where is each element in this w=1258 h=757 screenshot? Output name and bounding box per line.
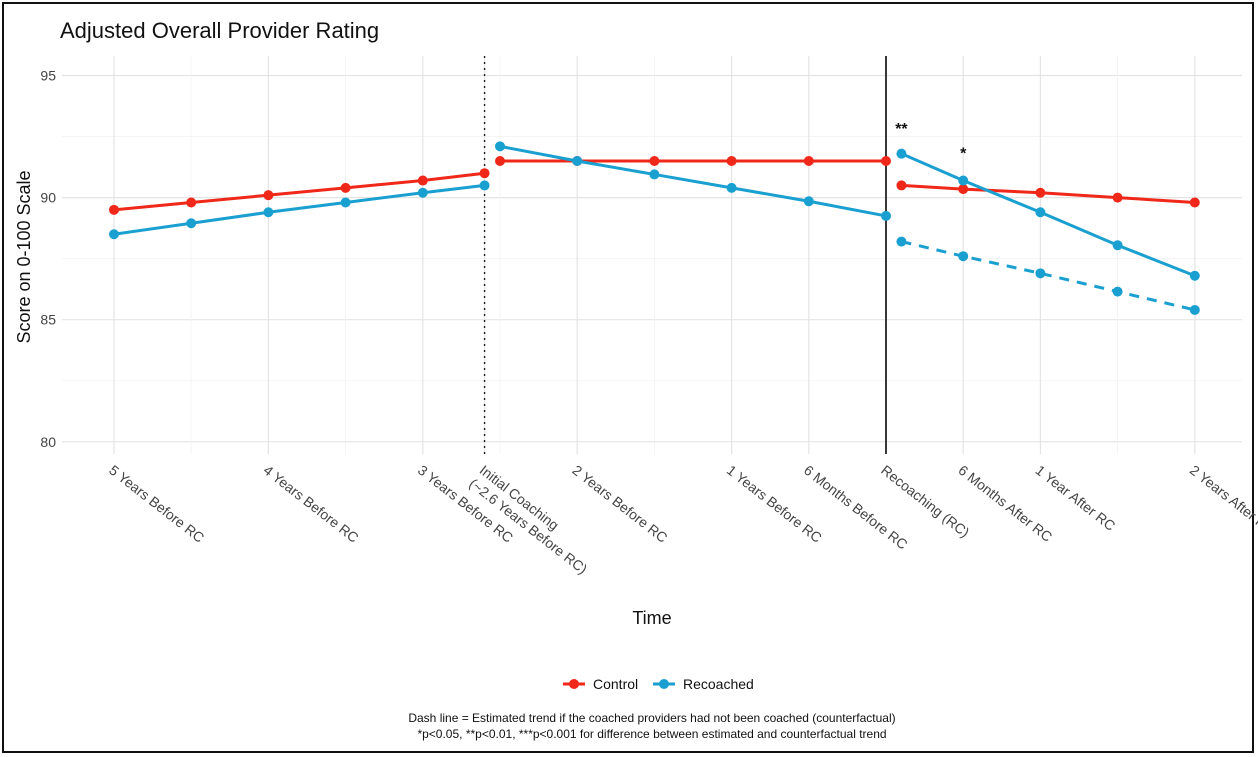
data-point <box>896 236 907 247</box>
data-point <box>186 197 197 208</box>
significance-annotations: *** <box>895 121 967 162</box>
x-tick-label: 2 Years Before RC <box>569 462 670 546</box>
data-point <box>803 196 814 207</box>
series-line <box>499 144 887 218</box>
data-point <box>1189 270 1200 281</box>
data-point <box>958 184 969 195</box>
series-control <box>109 155 1200 215</box>
data-point <box>881 155 891 166</box>
data-point <box>495 155 505 166</box>
note-line-1: Dash line = Estimated trend if the coach… <box>408 711 895 725</box>
data-point <box>263 190 274 201</box>
series-recoached <box>109 141 1200 281</box>
grid <box>62 56 1242 454</box>
data-point <box>649 169 660 180</box>
data-point <box>896 148 907 159</box>
data-point <box>896 180 907 191</box>
y-tick-label: 95 <box>40 68 56 84</box>
reference-lines <box>483 56 887 454</box>
legend-swatch-point <box>569 679 579 689</box>
data-point <box>958 251 969 262</box>
data-point <box>1035 268 1046 279</box>
data-point <box>340 182 351 193</box>
x-axis-ticks: 5 Years Before RC 4 Years Before RC 3 Year… <box>106 462 1258 577</box>
data-point <box>726 155 737 166</box>
legend-label: Control <box>593 676 638 692</box>
significance-marker: ** <box>895 121 908 138</box>
note-line-2: *p<0.05, **p<0.01, ***p<0.001 for differ… <box>417 727 886 741</box>
data-point <box>417 187 428 198</box>
data-point <box>649 155 660 166</box>
legend-label: Recoached <box>683 676 754 692</box>
data-point <box>340 197 351 208</box>
series <box>109 141 1200 315</box>
series-line <box>113 183 485 236</box>
plot-panel <box>62 56 1242 454</box>
data-point <box>479 180 490 191</box>
y-axis-title: Score on 0-100 Scale <box>14 170 34 343</box>
data-point <box>1112 192 1123 203</box>
y-tick-label: 85 <box>40 312 56 328</box>
data-point <box>263 207 274 218</box>
data-point <box>109 204 119 215</box>
data-point <box>1112 240 1123 251</box>
x-tick-label: 5 Years Before RC <box>106 462 207 546</box>
data-point <box>881 210 891 221</box>
chart-title: Adjusted Overall Provider Rating <box>60 18 379 43</box>
significance-marker: * <box>960 146 967 163</box>
data-point <box>417 175 428 186</box>
data-point <box>1189 197 1200 208</box>
x-tick-label: 4 Years Before RC <box>261 462 362 546</box>
legend-item-control: Control <box>563 676 638 692</box>
y-tick-label: 80 <box>40 434 56 450</box>
legend-swatch-point <box>659 679 669 689</box>
series-line <box>113 171 485 212</box>
data-point <box>479 168 490 179</box>
series-line <box>901 240 1196 312</box>
y-tick-label: 90 <box>40 190 56 206</box>
legend-item-recoached: Recoached <box>653 676 754 692</box>
series-recoached-counterfactual <box>896 236 1200 315</box>
x-tick-label: 2 Years After RC <box>1187 462 1258 538</box>
data-point <box>1035 187 1046 198</box>
data-point <box>958 175 969 186</box>
data-point <box>1112 286 1123 297</box>
data-point <box>803 155 814 166</box>
data-point <box>1189 304 1200 315</box>
y-axis-ticks: 80 85 90 95 <box>40 68 56 450</box>
data-point <box>572 155 583 166</box>
x-axis-title: Time <box>632 608 671 628</box>
data-point <box>186 218 197 229</box>
x-tick-label: 1 Year After RC <box>1033 462 1119 534</box>
data-point <box>109 229 119 240</box>
data-point <box>1035 207 1046 218</box>
legend: Control Recoached <box>563 676 754 692</box>
data-point <box>495 141 505 152</box>
data-point <box>726 182 737 193</box>
